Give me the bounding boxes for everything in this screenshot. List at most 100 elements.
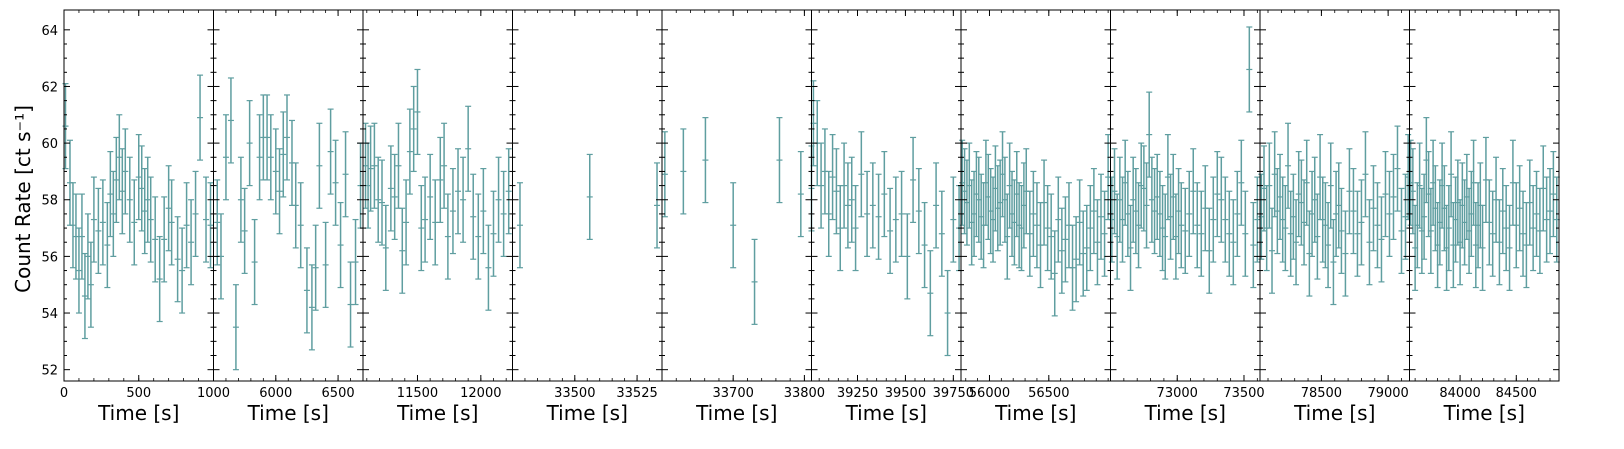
x-tick-label: 33525 <box>616 386 657 401</box>
data-point <box>399 207 406 294</box>
data-point <box>470 173 477 260</box>
data-point <box>87 241 94 328</box>
data-point <box>217 213 224 300</box>
x-tick-label: 84000 <box>1439 386 1480 401</box>
y-tick-label: 62 <box>41 80 58 95</box>
data-point <box>844 162 851 249</box>
x-tick-label: 33800 <box>784 386 825 401</box>
data-point <box>75 227 82 314</box>
data-point <box>776 117 783 204</box>
data-point <box>490 190 497 277</box>
data-point <box>921 201 928 289</box>
data-point <box>1386 170 1393 257</box>
data-point <box>251 218 258 306</box>
data-point <box>1499 167 1506 255</box>
data-point <box>362 122 369 209</box>
data-point <box>829 134 836 221</box>
x-tick-label: 6000 <box>259 386 292 401</box>
data-point <box>352 218 359 306</box>
y-tick-label: 64 <box>41 24 58 39</box>
data-point <box>192 170 199 257</box>
data-point <box>1516 165 1523 252</box>
x-tick-label: 6500 <box>322 386 355 401</box>
data-point <box>1398 187 1405 274</box>
data-point <box>110 170 117 257</box>
data-point <box>1087 184 1094 272</box>
data-point <box>1062 196 1069 283</box>
x-tick-label: 73500 <box>1223 386 1264 401</box>
data-point <box>500 170 507 257</box>
x-tick-label: 78500 <box>1301 386 1342 401</box>
data-point <box>1210 176 1217 263</box>
data-point <box>303 247 310 334</box>
data-point <box>661 131 668 218</box>
data-point <box>1178 182 1185 269</box>
data-point <box>90 176 97 263</box>
data-point <box>1520 190 1527 277</box>
data-point <box>444 193 451 280</box>
data-point <box>95 187 102 274</box>
y-tick-label: 56 <box>41 250 58 265</box>
data-point <box>272 128 279 215</box>
x-tick-label: 33700 <box>713 386 754 401</box>
data-point <box>1051 230 1058 317</box>
data-point <box>131 179 138 266</box>
data-point <box>818 142 825 229</box>
data-point <box>432 179 439 266</box>
data-point <box>267 114 274 201</box>
data-point <box>379 159 386 246</box>
data-point <box>505 148 512 235</box>
data-point <box>1479 204 1486 291</box>
data-point <box>938 190 945 277</box>
data-point <box>449 167 456 255</box>
data-point <box>418 184 425 272</box>
data-point <box>116 114 123 201</box>
x-tick-label: 84500 <box>1496 386 1537 401</box>
data-point <box>887 187 894 274</box>
x-axis-label: Time [s] <box>1144 401 1226 425</box>
data-point <box>414 68 421 156</box>
data-point <box>864 170 871 257</box>
data-point <box>135 134 142 221</box>
data-point <box>104 201 111 289</box>
data-point <box>292 162 299 249</box>
data-point <box>898 170 905 257</box>
data-point <box>256 114 263 201</box>
data-point <box>284 94 291 181</box>
data-point <box>1350 167 1357 255</box>
data-point <box>322 221 329 308</box>
data-point <box>1101 190 1108 277</box>
data-point <box>1550 151 1557 238</box>
data-point <box>1254 176 1261 263</box>
data-point <box>156 235 163 323</box>
data-point <box>232 284 239 371</box>
data-point <box>1370 165 1377 252</box>
data-point <box>973 151 980 238</box>
data-point <box>1214 151 1221 238</box>
data-point <box>1325 201 1332 289</box>
data-point <box>841 142 848 229</box>
data-point <box>165 165 172 252</box>
data-point <box>197 74 204 161</box>
y-tick-label: 52 <box>41 364 58 379</box>
data-point <box>1242 190 1249 277</box>
y-tick-label: 58 <box>41 194 58 209</box>
data-point <box>858 131 865 218</box>
data-point <box>975 156 982 243</box>
data-point <box>297 182 304 269</box>
data-point <box>1083 204 1090 291</box>
y-axis-label: Count Rate [ct s⁻¹] <box>11 105 35 293</box>
panel-frame <box>811 9 962 382</box>
data-point <box>1206 207 1213 294</box>
data-point <box>1146 91 1153 178</box>
data-point <box>1513 182 1520 269</box>
data-point <box>852 184 859 272</box>
panel-frame <box>661 9 812 382</box>
x-axis-label: Time [s] <box>546 401 628 425</box>
data-point <box>1338 187 1345 274</box>
data-point <box>382 204 389 291</box>
data-point <box>1346 148 1353 235</box>
